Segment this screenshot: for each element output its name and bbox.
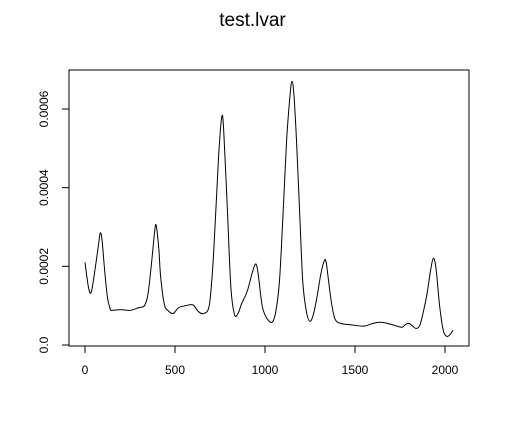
x-tick-label: 1500 (342, 363, 369, 377)
x-tick-label: 0 (82, 363, 89, 377)
x-tick-label: 1000 (252, 363, 279, 377)
y-tick-label: 0.0002 (37, 248, 51, 285)
y-axis: 0.0 0.0002 0.0004 0.0006 (37, 90, 70, 353)
x-tick-label: 500 (165, 363, 185, 377)
plot-frame (68, 69, 470, 347)
series-line (84, 80, 454, 337)
y-tick-label: 0.0 (37, 336, 51, 353)
y-tick-label: 0.0006 (37, 90, 51, 127)
x-axis: 0 500 1000 1500 2000 (82, 345, 459, 377)
chart-title: test.lvar (219, 10, 286, 31)
y-tick-label: 0.0004 (37, 169, 51, 206)
x-tick-label: 2000 (432, 363, 459, 377)
